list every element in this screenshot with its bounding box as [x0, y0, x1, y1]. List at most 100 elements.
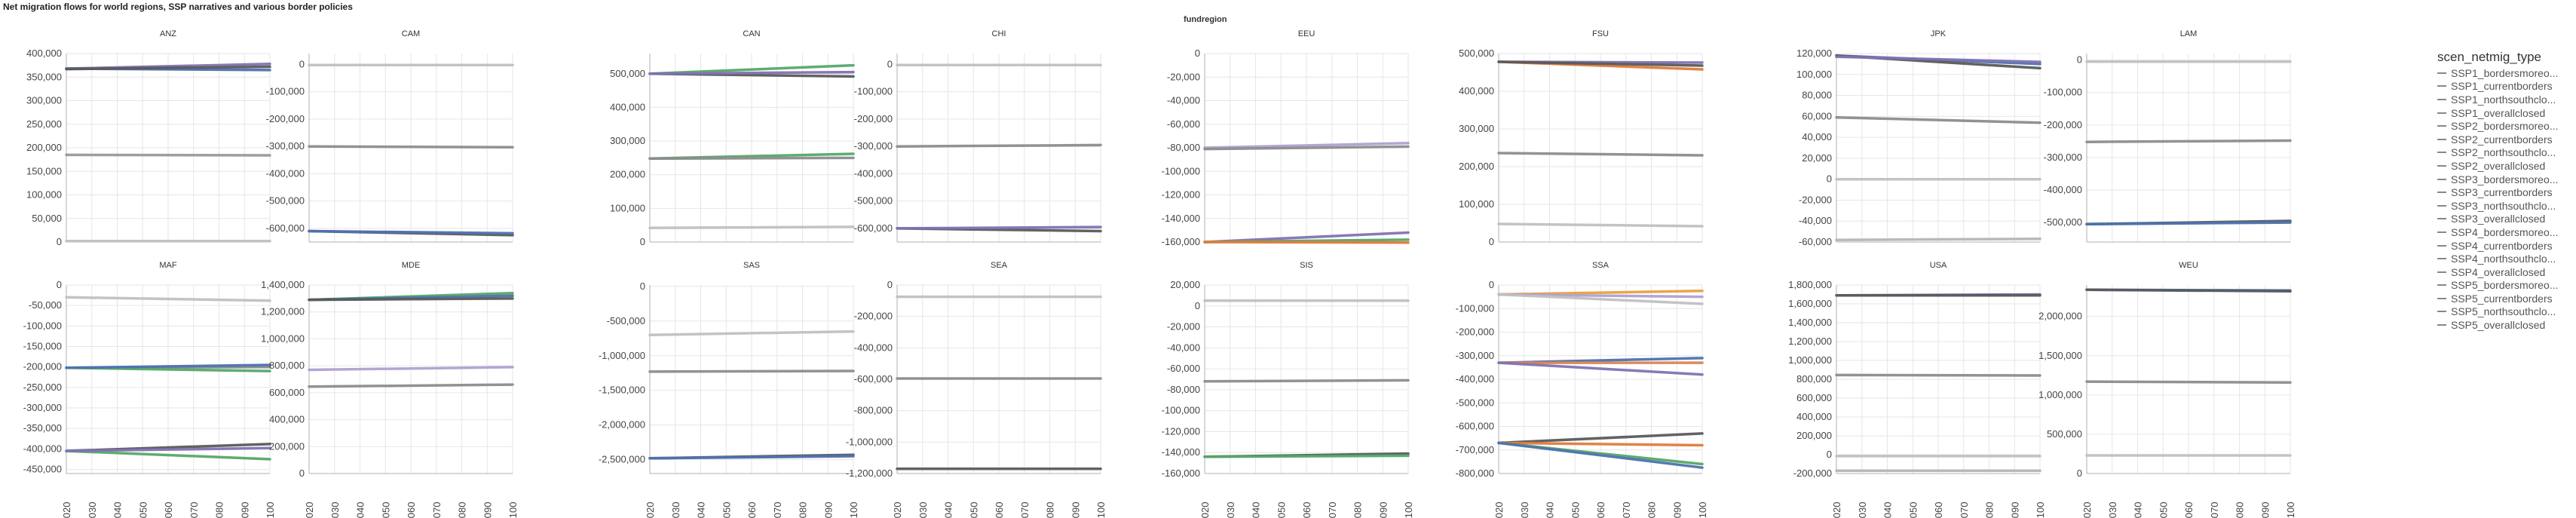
y-tick-label: -500,000 — [266, 195, 305, 207]
y-tick-label: -1,000,000 — [846, 436, 893, 447]
legend-label: SSP3_bordersmoreo... — [2451, 173, 2559, 185]
y-tick-label: -120,000 — [1162, 425, 1200, 437]
y-tick-label: 0 — [299, 467, 305, 479]
y-tick-label: -400,000 — [23, 443, 62, 454]
legend-item[interactable]: SSP1_currentborders — [2437, 80, 2573, 93]
panel-title: MDE — [402, 261, 420, 270]
y-tick-label: -100,000 — [1162, 165, 1200, 176]
y-tick-label: -20,000 — [1799, 194, 1832, 205]
x-tick-label: 2050 — [2158, 502, 2169, 518]
legend-item[interactable]: SSP4_bordersmoreo... — [2437, 225, 2573, 239]
series-line — [1203, 145, 1410, 151]
y-tick-label: 1,400,000 — [261, 279, 305, 290]
y-tick-label: -200,000 — [1793, 467, 1832, 479]
legend-swatch — [2437, 192, 2446, 194]
legend-item[interactable]: SSP2_northsouthclo... — [2437, 146, 2573, 160]
x-tick-label: 2030 — [917, 502, 929, 518]
y-tick-label: -300,000 — [2044, 152, 2082, 163]
y-tick-label: -800,000 — [1456, 467, 1494, 479]
y-tick-label: 50,000 — [32, 213, 62, 224]
y-tick-label: 100,000 — [1459, 198, 1494, 210]
y-tick-label: -500,000 — [607, 315, 645, 326]
x-tick-label: 2070 — [1621, 502, 1632, 518]
legend-item[interactable]: SSP1_bordersmoreo... — [2437, 66, 2573, 80]
panel-title: MAF — [159, 261, 177, 270]
legend-item[interactable]: SSP3_northsouthclo... — [2437, 199, 2573, 213]
y-tick-label: -600,000 — [854, 373, 893, 385]
y-tick-label: 400,000 — [610, 101, 645, 112]
y-tick-label: -20,000 — [1167, 321, 1200, 333]
legend-label: SSP3_currentborders — [2451, 186, 2553, 199]
series-line — [2085, 221, 2292, 226]
y-tick-label: 0 — [57, 236, 62, 247]
legend-swatch — [2437, 258, 2446, 260]
legend-item[interactable]: SSP4_overallclosed — [2437, 265, 2573, 279]
y-tick-label: -700,000 — [1456, 444, 1494, 455]
x-tick-label: 2080 — [1045, 502, 1056, 518]
legend-label: SSP5_overallclosed — [2451, 319, 2546, 332]
x-tick-label: 2070 — [772, 502, 783, 518]
panel-title: USA — [1930, 261, 1947, 270]
x-tick-label: 2080 — [1352, 502, 1364, 518]
y-tick-label: -50,000 — [29, 299, 62, 311]
legend-item[interactable]: SSP5_currentborders — [2437, 292, 2573, 305]
y-tick-label: 100,000 — [610, 202, 645, 213]
y-tick-label: -600,000 — [854, 222, 893, 234]
series-line — [1497, 432, 1704, 445]
legend-item[interactable]: SSP3_currentborders — [2437, 185, 2573, 199]
y-tick-label: -600,000 — [1456, 421, 1494, 432]
legend-label: SSP4_currentborders — [2451, 239, 2553, 252]
y-tick-label: 20,000 — [1802, 152, 1832, 164]
y-tick-label: 0 — [1827, 449, 1832, 460]
legend-item[interactable]: SSP1_overallclosed — [2437, 106, 2573, 120]
legend-item[interactable]: SSP2_overallclosed — [2437, 159, 2573, 173]
legend-item[interactable]: SSP5_overallclosed — [2437, 318, 2573, 332]
legend-item[interactable]: SSP4_currentborders — [2437, 239, 2573, 253]
y-tick-label: 60,000 — [1802, 110, 1832, 121]
legend-label: SSP4_overallclosed — [2451, 265, 2546, 278]
legend-label: SSP2_northsouthclo... — [2451, 146, 2556, 159]
panel-title: SAS — [743, 261, 760, 270]
facet-panel-weu: WEU 0 500,000 1,000,000 1,500,000 2,000,000 20… — [2038, 261, 2296, 518]
y-tick-label: 0 — [2077, 467, 2082, 479]
legend-item[interactable]: SSP5_northsouthclo... — [2437, 305, 2573, 319]
legend-item[interactable]: SSP3_overallclosed — [2437, 213, 2573, 226]
x-tick-label: 2100 — [1697, 502, 1708, 518]
y-tick-label: 0 — [1195, 300, 1200, 311]
legend-label: SSP5_currentborders — [2451, 292, 2553, 305]
y-tick-label: 600,000 — [269, 387, 305, 398]
y-tick-label: 300,000 — [26, 95, 62, 106]
x-tick-label: 2090 — [2259, 502, 2271, 518]
legend-item[interactable]: SSP1_northsouthclo... — [2437, 93, 2573, 106]
y-tick-label: 600,000 — [1796, 392, 1832, 403]
x-tick-label: 2090 — [2009, 502, 2020, 518]
series-line — [1835, 238, 2042, 241]
x-tick-label: 2050 — [1907, 502, 1919, 518]
facet-panel-sas: SAS 0 -500,000 -1,000,000 -1,500,000 -2,000,0… — [599, 261, 859, 518]
legend-item[interactable]: SSP2_currentborders — [2437, 133, 2573, 146]
legend-item[interactable]: SSP2_bordersmoreo... — [2437, 119, 2573, 133]
y-tick-label: -1,500,000 — [599, 385, 645, 396]
x-tick-label: 2090 — [1671, 502, 1683, 518]
y-tick-label: -200,000 — [266, 113, 305, 124]
y-tick-label: -300,000 — [23, 402, 62, 413]
x-tick-label: 2080 — [2234, 502, 2246, 518]
facet-panel-eeu: EEU 0 -20,000 -40,000 -60,000 -80,000 -100,000… — [1162, 29, 1410, 247]
x-tick-label: 2040 — [355, 502, 366, 518]
legend-item[interactable]: SSP4_northsouthclo... — [2437, 252, 2573, 265]
x-tick-label: 2030 — [329, 502, 341, 518]
facet-panel-fsu: FSU 0 100,000 200,000 300,000 400,000 500,000 — [1459, 29, 1704, 247]
legend-item[interactable]: SSP5_bordersmoreo... — [2437, 279, 2573, 293]
series-line — [1203, 454, 1410, 458]
legend-item[interactable]: SSP3_bordersmoreo... — [2437, 173, 2573, 186]
y-tick-label: 500,000 — [1459, 48, 1494, 59]
legend-label: SSP5_northsouthclo... — [2451, 305, 2556, 318]
series-line — [1497, 441, 1704, 447]
x-tick-label: 2100 — [1403, 502, 1414, 518]
x-tick-label: 2070 — [2209, 502, 2220, 518]
x-tick-label: 2040 — [943, 502, 954, 518]
legend: scen_netmig_type SSP1_bordersmoreo... SSP… — [2437, 50, 2573, 332]
x-tick-label: 2060 — [1933, 502, 1944, 518]
y-tick-label: -2,500,000 — [599, 454, 645, 465]
